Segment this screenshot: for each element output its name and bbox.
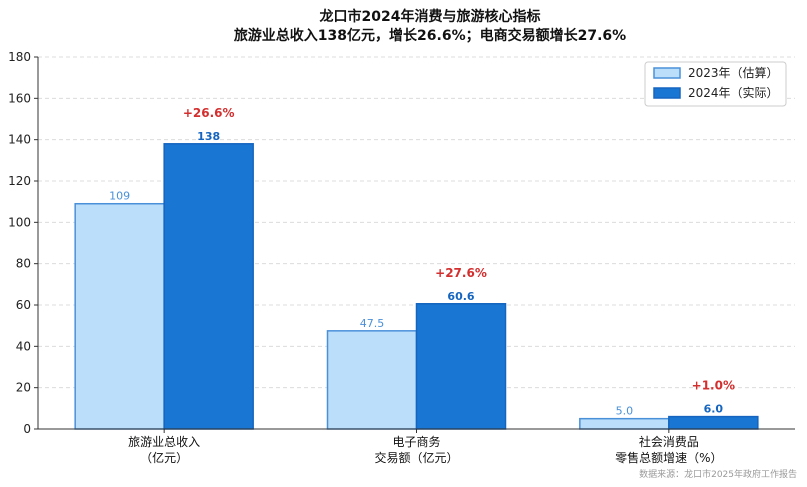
x-category-label: 交易额（亿元） — [374, 450, 458, 465]
y-tick-label: 80 — [16, 257, 31, 271]
data-label: 6.0 — [704, 403, 724, 416]
source-note: 数据来源：龙口市2025年政府工作报告 — [639, 468, 797, 480]
y-tick-label: 40 — [16, 339, 31, 353]
bar-2024-0 — [163, 143, 254, 430]
y-tick-label: 180 — [8, 50, 31, 64]
legend-swatch-2024 — [653, 87, 681, 99]
y-tick-label: 100 — [8, 215, 31, 229]
growth-label: +1.0% — [692, 379, 735, 393]
bar-2024-1 — [415, 303, 507, 430]
bar-2024-2 — [668, 415, 759, 430]
bar-2023-2 — [579, 417, 670, 430]
y-tick-label: 160 — [8, 91, 31, 105]
data-label: 47.5 — [360, 317, 385, 330]
x-category-label: 社会消费品 — [639, 434, 699, 449]
y-tick-label: 140 — [8, 133, 31, 147]
data-label: 60.6 — [447, 290, 474, 303]
bar-2023-1 — [326, 330, 418, 430]
data-labels: 109 138 +26.6% 47.5 60.6 +27.6% 5.0 6.0 +1.0% — [109, 106, 735, 418]
y-tick-label: 20 — [16, 381, 31, 395]
data-label: 5.0 — [616, 405, 634, 418]
y-axis-ticks: 0 20 40 60 80 100 120 140 160 180 — [8, 50, 38, 436]
x-category-label: 电子商务 — [392, 434, 440, 449]
x-category-label: 零售总额增速（%） — [615, 450, 722, 465]
legend-swatch-2023 — [653, 67, 681, 79]
bars — [74, 143, 759, 430]
legend-label-2023: 2023年（估算） — [688, 65, 779, 80]
x-category-label: 旅游业总收入 — [128, 435, 200, 449]
y-tick-label: 60 — [16, 298, 31, 312]
bar-2023-0 — [74, 202, 165, 430]
data-label: 109 — [109, 190, 130, 203]
legend: 2023年（估算） 2024年（实际） — [644, 61, 787, 107]
legend-label-2024: 2024年（实际） — [688, 85, 779, 100]
chart-subtitle: 旅游业总收入138亿元，增长26.6%；电商交易额增长27.6% — [234, 27, 626, 44]
y-tick-label: 0 — [23, 422, 31, 436]
growth-label: +27.6% — [435, 266, 487, 280]
growth-label: +26.6% — [183, 106, 235, 120]
x-category-label: （亿元） — [140, 450, 188, 465]
data-label: 138 — [197, 130, 220, 143]
chart-title: 龙口市2024年消费与旅游核心指标 — [319, 8, 541, 25]
y-tick-label: 120 — [8, 174, 31, 188]
